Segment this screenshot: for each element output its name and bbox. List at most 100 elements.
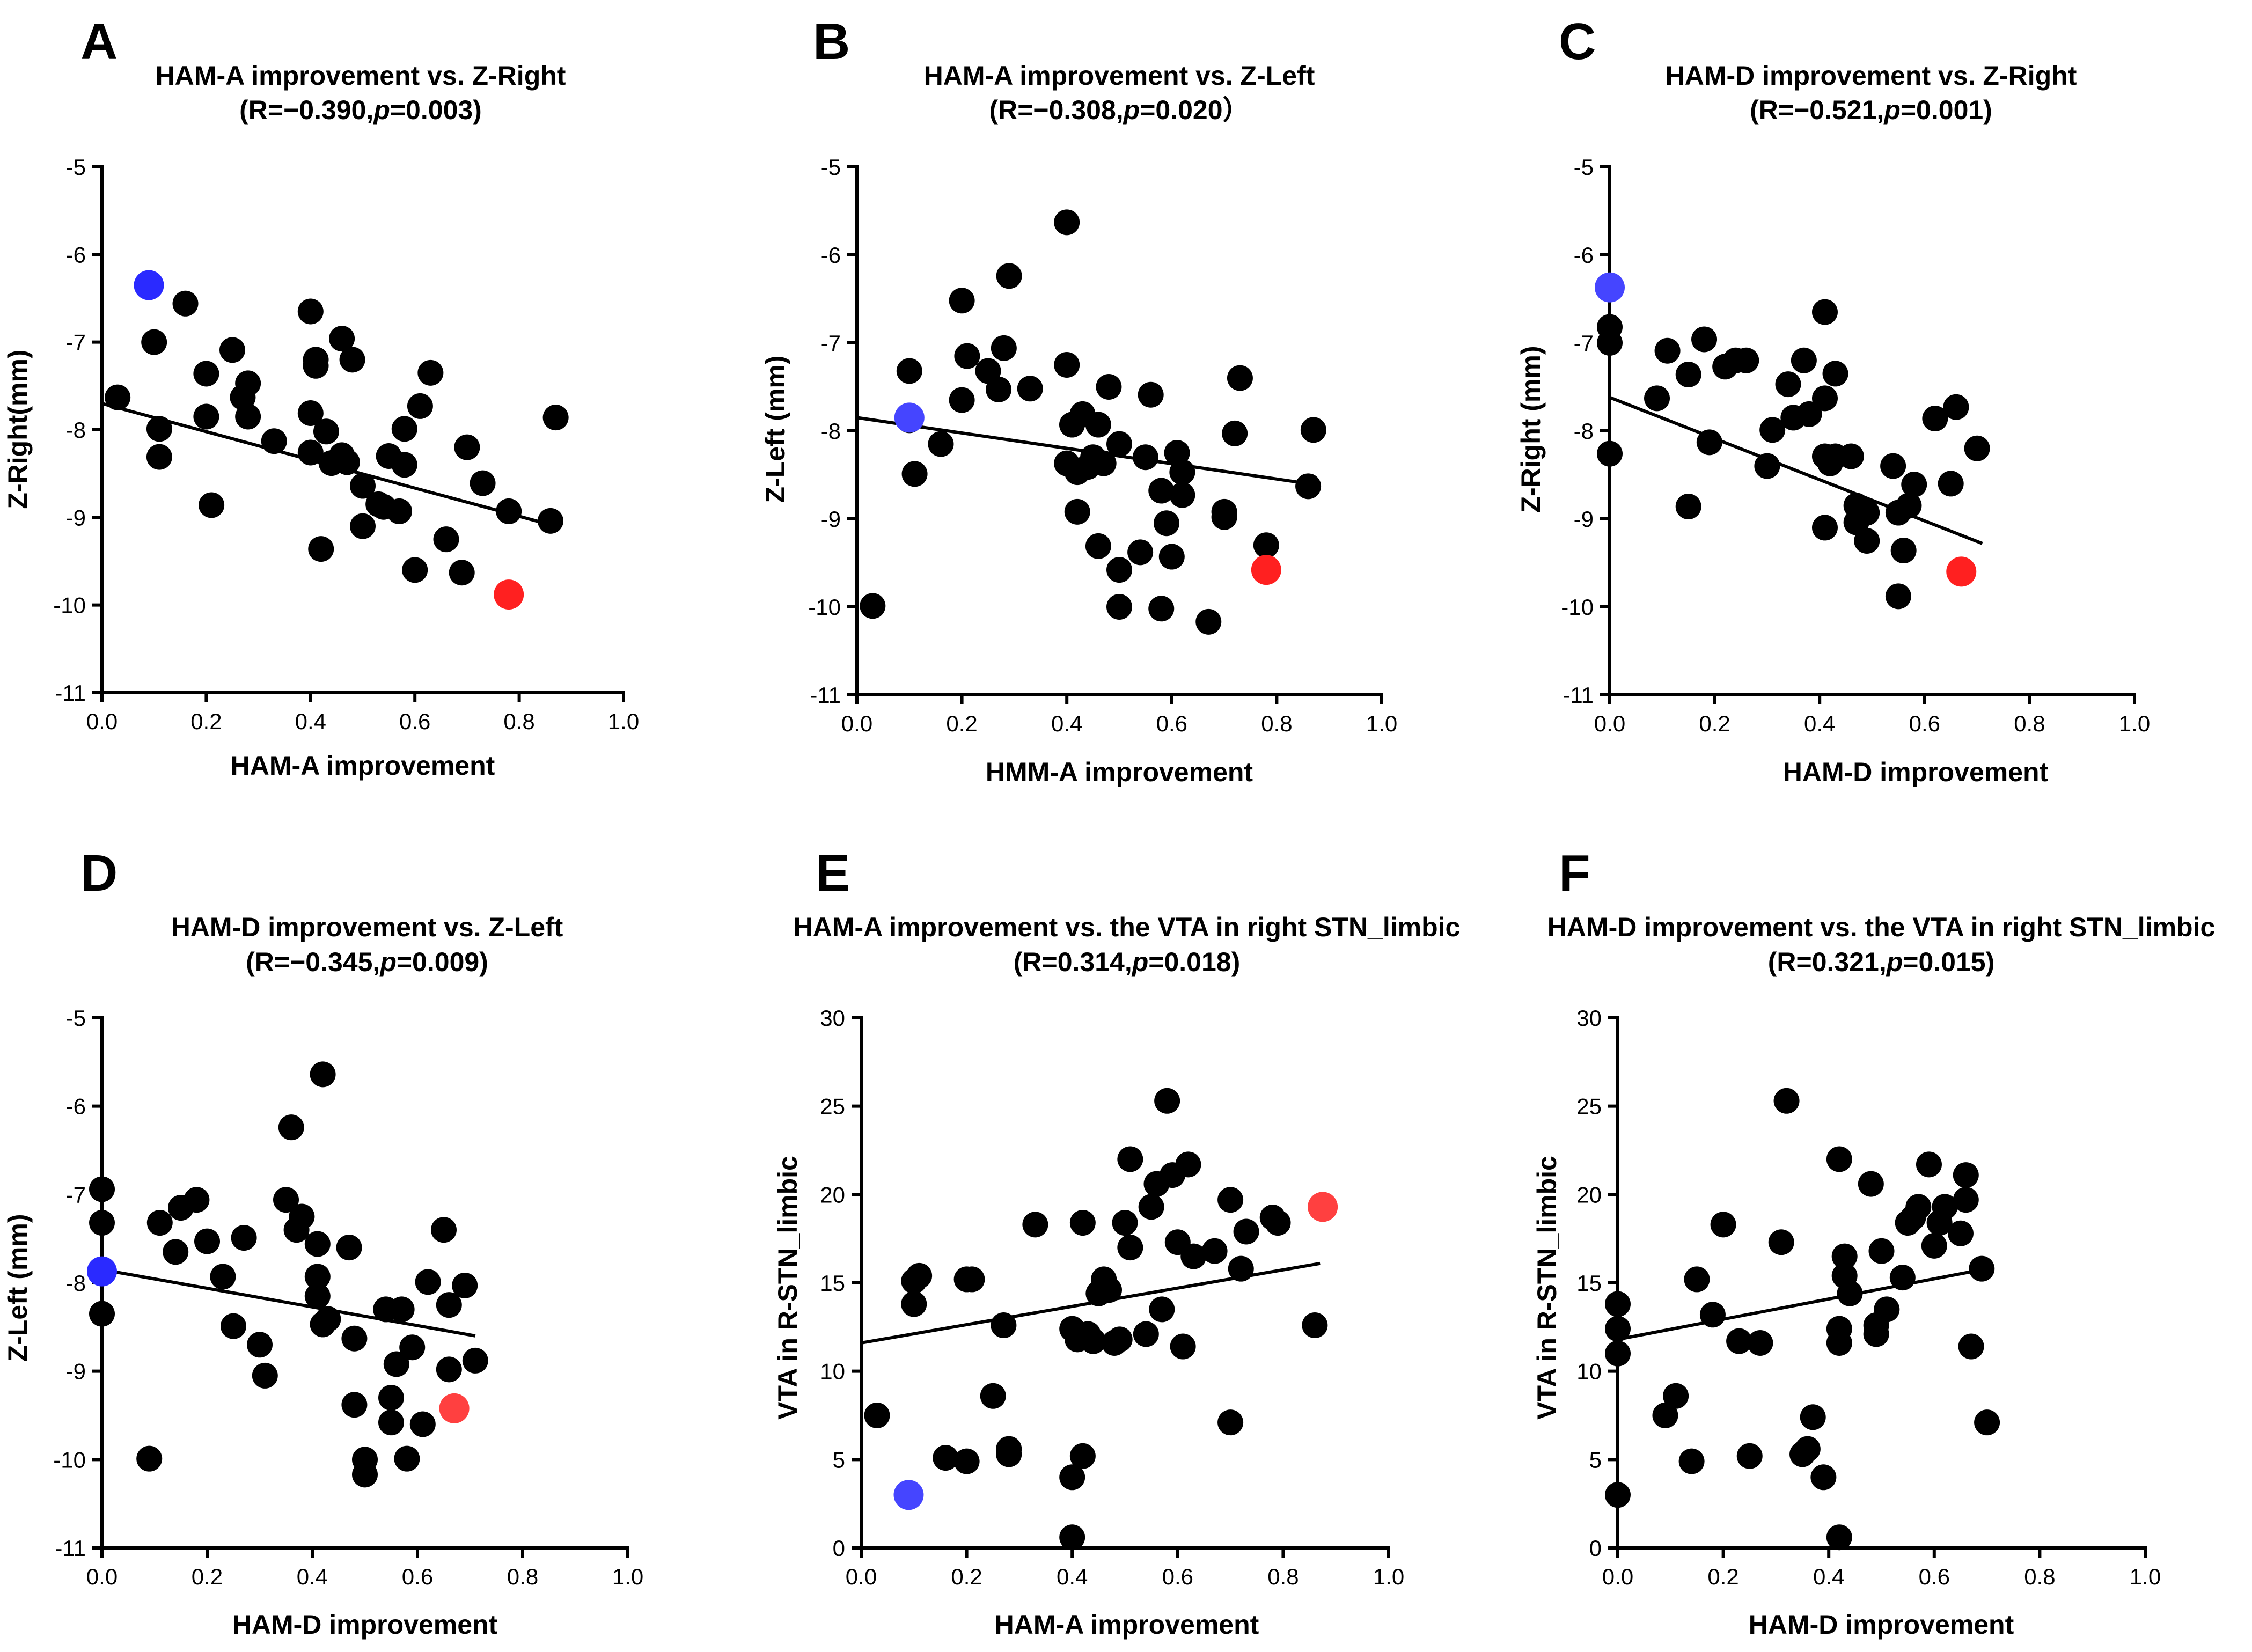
data-point [1175, 1151, 1201, 1178]
data-point [394, 1445, 420, 1472]
data-point [1069, 1210, 1096, 1236]
stats-p-value: =0.015) [1903, 947, 1994, 977]
data-point [1696, 429, 1722, 456]
data-point [399, 1334, 426, 1361]
stats-p-value: =0.018) [1148, 947, 1240, 977]
y-tick-label: -6 [66, 242, 86, 267]
x-tick-label: 0.6 [1162, 1564, 1193, 1589]
data-point [1831, 1243, 1858, 1269]
y-tick-label: 15 [820, 1271, 845, 1296]
data-point [1736, 1443, 1763, 1469]
data-point [1838, 443, 1864, 469]
data-point [172, 290, 199, 317]
data-point [407, 393, 433, 419]
data-point [1148, 596, 1175, 622]
data-point [1096, 1277, 1123, 1303]
data-point [193, 403, 219, 430]
data-point [1885, 583, 1911, 610]
data-point [1597, 440, 1623, 467]
y-tick-label: -6 [1574, 243, 1594, 268]
data-point [304, 1283, 331, 1309]
data-point [1916, 1151, 1942, 1178]
y-tick-label: 25 [1576, 1094, 1602, 1119]
x-tick-label: 0.2 [190, 709, 222, 734]
data-point [1710, 1212, 1736, 1238]
x-tick-label: 0.8 [1267, 1564, 1299, 1589]
data-point [1605, 1340, 1631, 1367]
data-point [261, 428, 287, 454]
data-point [996, 1441, 1022, 1467]
highlighted-point [894, 402, 925, 433]
data-point [1158, 544, 1185, 570]
y-tick-label: -11 [810, 682, 841, 708]
data-point [1164, 440, 1190, 466]
x-tick-label: 0.0 [1602, 1564, 1633, 1589]
panel-letter: C [1559, 13, 1596, 70]
data-point [1106, 557, 1132, 583]
x-tick-label: 0.0 [846, 1564, 877, 1589]
stats-p-value: =0.003) [390, 95, 482, 125]
data-point [339, 347, 365, 373]
panel-letter: D [80, 845, 118, 902]
stats-r-value: (R=−0.345, [246, 947, 380, 977]
y-tick-label: 5 [1589, 1447, 1602, 1472]
data-point [308, 536, 334, 562]
data-point [436, 1356, 462, 1383]
stats-r-value: (R=−0.308, [989, 95, 1123, 125]
regression-line [1617, 1267, 1987, 1341]
data-point [146, 416, 172, 442]
x-tick-label: 1.0 [1373, 1564, 1404, 1589]
data-point [1085, 412, 1111, 438]
y-axis-label: Z-Left (mm) [760, 356, 790, 503]
data-point [1154, 510, 1180, 537]
y-tick-label: -10 [53, 593, 86, 618]
data-point [1054, 209, 1080, 236]
highlighted-point [494, 579, 524, 610]
data-point [1947, 1220, 1974, 1246]
data-point [136, 1445, 163, 1472]
panel-letter: B [813, 13, 850, 70]
stats-p-label: p [379, 947, 397, 977]
data-point [1775, 371, 1801, 398]
data-point [352, 1462, 378, 1488]
data-point [901, 461, 928, 487]
data-point [334, 449, 360, 475]
data-point [1180, 1243, 1207, 1269]
x-tick-label: 0.8 [1261, 711, 1292, 736]
data-point [1106, 1326, 1133, 1353]
data-point [1964, 435, 1990, 461]
y-tick-label: 20 [1576, 1182, 1602, 1207]
data-point [378, 1385, 404, 1411]
x-axis-label: HAM-A improvement [231, 751, 495, 781]
y-tick-label: 10 [1576, 1359, 1602, 1384]
data-point [953, 1448, 980, 1474]
data-point [221, 1313, 246, 1339]
data-point [1854, 500, 1880, 526]
y-tick-label: -11 [1563, 682, 1594, 708]
x-tick-label: 0.6 [1156, 711, 1187, 736]
data-point [350, 513, 376, 539]
data-point [289, 1203, 315, 1230]
data-point [383, 1351, 409, 1377]
highlighted-point [1946, 556, 1977, 587]
data-point [1905, 1194, 1932, 1220]
data-point [1938, 471, 1964, 497]
data-point [1069, 1443, 1096, 1469]
data-point [1773, 1088, 1800, 1114]
data-point [1106, 431, 1132, 457]
data-point [1605, 1291, 1631, 1317]
data-point [1858, 1171, 1884, 1197]
stats-p-label: p [1883, 95, 1901, 125]
data-point [194, 1228, 220, 1254]
data-point [304, 1231, 331, 1257]
chart-panel-d: D HAM-D improvement vs. Z-Left (R=−0.345,p… [3, 845, 643, 1640]
data-point [1932, 1194, 1958, 1220]
data-point [896, 358, 922, 384]
highlighted-point [1308, 1192, 1338, 1222]
chart-stats: (R=−0.308,p=0.020） [989, 95, 1249, 125]
data-point [1811, 385, 1838, 412]
data-point [1652, 1403, 1678, 1428]
data-point [378, 1409, 404, 1436]
x-axis-label: HAM-D improvement [232, 1610, 498, 1640]
